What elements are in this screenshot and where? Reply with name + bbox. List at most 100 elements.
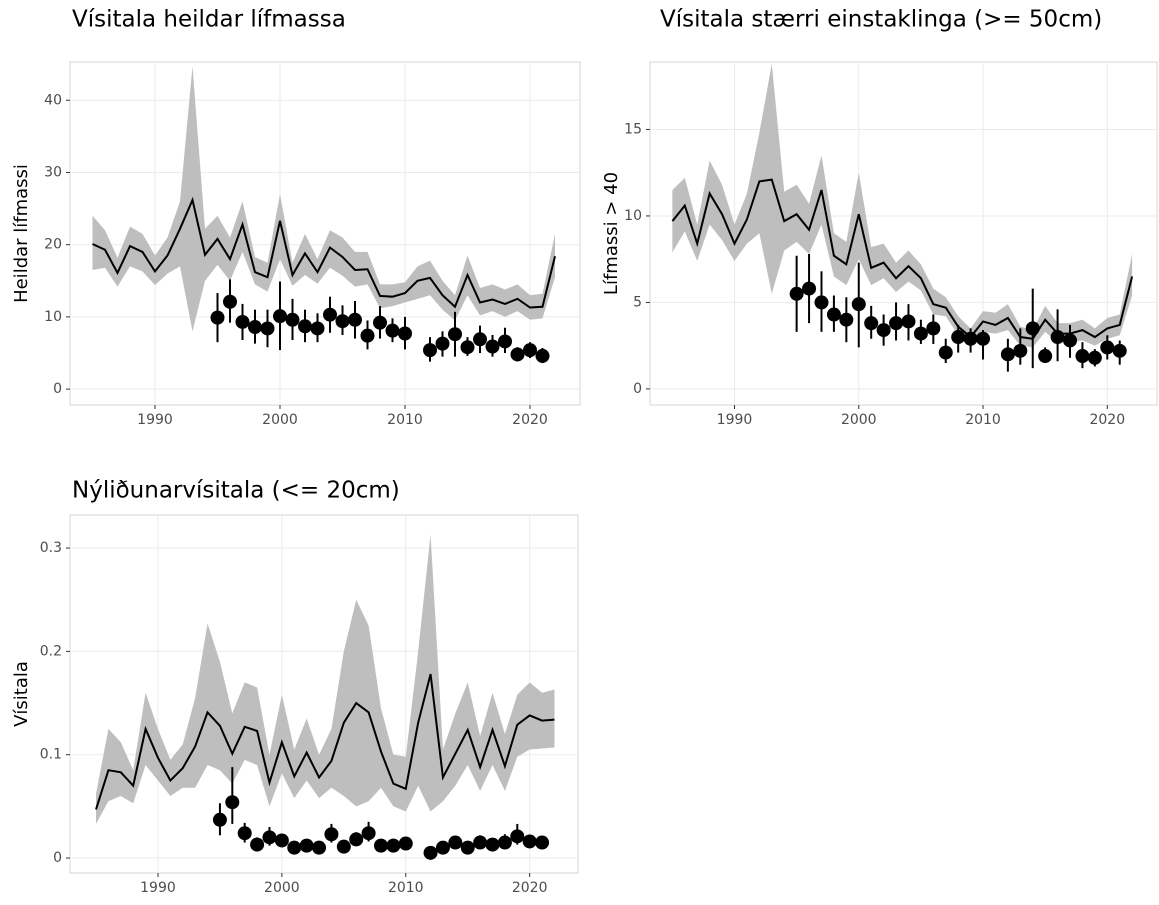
point [274, 833, 289, 848]
point [262, 830, 277, 845]
point [248, 320, 262, 335]
y-tick-label: 40 [44, 92, 62, 108]
point [913, 326, 928, 341]
point [235, 314, 250, 329]
x-tick-label: 2010 [388, 880, 424, 896]
x-tick-label: 2000 [264, 880, 300, 896]
point [324, 827, 339, 842]
point [310, 321, 325, 336]
confidence-band [672, 63, 1133, 348]
point [225, 795, 240, 810]
point [212, 812, 227, 827]
y-tick-label: 0 [633, 381, 642, 397]
point [851, 297, 866, 312]
x-tick-label: 2000 [841, 412, 877, 428]
point [826, 307, 841, 322]
x-tick-label: 1990 [137, 412, 173, 428]
point [460, 340, 475, 355]
point [386, 838, 401, 853]
point [298, 319, 312, 334]
y-tick-label: 0.2 [40, 643, 62, 659]
point [335, 314, 350, 329]
y-tick-label: 10 [44, 309, 62, 325]
point [250, 837, 265, 852]
point [802, 281, 817, 296]
point [398, 836, 413, 851]
x-tick-label: 2020 [1089, 412, 1125, 428]
point [951, 330, 966, 345]
panel-border [69, 61, 581, 406]
point [423, 343, 437, 358]
point [510, 829, 525, 844]
x-tick-label: 2000 [262, 412, 298, 428]
point [285, 312, 300, 327]
point [448, 835, 463, 850]
point [839, 312, 854, 327]
point [522, 834, 537, 849]
point [901, 314, 916, 329]
y-tick-label: 0 [53, 850, 62, 866]
y-tick-label: 10 [624, 208, 642, 224]
y-tick-label: 20 [44, 237, 62, 253]
point [1063, 333, 1078, 348]
point [373, 315, 387, 330]
y-tick-label: 15 [624, 121, 642, 137]
point [938, 345, 953, 360]
point [373, 838, 388, 853]
y-tick-label: 0.3 [40, 540, 62, 556]
point [260, 321, 275, 336]
panel-border [649, 61, 1158, 406]
trend-line [95, 673, 555, 810]
point [398, 326, 412, 341]
point [237, 826, 252, 841]
x-tick-label: 1990 [717, 412, 753, 428]
y-tick-label: 30 [44, 164, 62, 180]
point [360, 328, 375, 343]
point [1087, 350, 1102, 365]
point [336, 839, 351, 854]
point [498, 334, 512, 349]
point [349, 832, 364, 847]
y-axis-label: Vísitala [11, 661, 32, 727]
point [473, 332, 487, 347]
confidence-band [92, 66, 555, 332]
point [1013, 343, 1028, 358]
point [497, 835, 512, 850]
point [963, 331, 978, 346]
confidence-band [96, 534, 555, 824]
point [1038, 349, 1053, 364]
point [485, 339, 500, 354]
chart-title: Nýliðunarvísitala (<= 20cm) [72, 478, 400, 504]
point [889, 316, 904, 331]
point [485, 837, 500, 852]
y-tick-label: 0.1 [40, 747, 62, 763]
point [385, 323, 400, 338]
point [864, 316, 879, 331]
point [926, 321, 941, 336]
point [1100, 340, 1115, 355]
point [976, 331, 991, 346]
point [287, 840, 302, 855]
point [435, 336, 450, 351]
point [1000, 347, 1015, 362]
point [814, 295, 829, 310]
point [789, 286, 804, 301]
point [510, 347, 525, 362]
chart-title: Vísitala stærri einstaklinga (>= 50cm) [660, 7, 1102, 33]
point [312, 840, 327, 855]
point [323, 307, 337, 322]
point [473, 835, 488, 850]
point [423, 845, 438, 860]
point [299, 838, 314, 853]
point [1050, 330, 1065, 345]
point [210, 310, 225, 325]
point [523, 343, 537, 358]
point [448, 327, 462, 342]
panel-border [69, 514, 579, 874]
point [876, 323, 891, 338]
y-axis-label: Heildar lífmassi [11, 164, 32, 303]
point [1112, 343, 1127, 358]
x-tick-label: 2020 [512, 412, 548, 428]
